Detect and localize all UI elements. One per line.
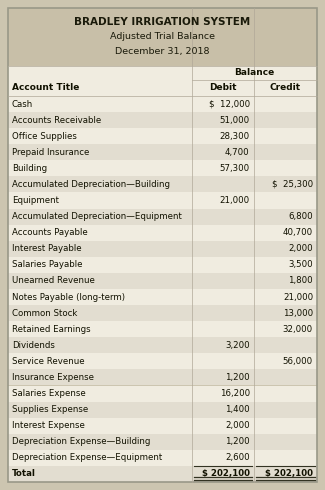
Bar (8, 176, 317, 193)
Text: Debit: Debit (209, 83, 237, 93)
Text: 57,300: 57,300 (219, 164, 250, 173)
Bar (8, 386, 317, 402)
Text: Accounts Payable: Accounts Payable (12, 228, 88, 237)
Text: 2,600: 2,600 (225, 453, 250, 463)
Text: BRADLEY IRRIGATION SYSTEM: BRADLEY IRRIGATION SYSTEM (74, 17, 251, 27)
Text: Accumulated Depreciation—Building: Accumulated Depreciation—Building (12, 180, 170, 189)
Bar (8, 80, 317, 96)
Bar (8, 369, 317, 386)
Text: Interest Payable: Interest Payable (12, 245, 82, 253)
Text: $ 202,100: $ 202,100 (202, 469, 250, 478)
Bar (8, 402, 317, 417)
Text: Building: Building (12, 164, 47, 173)
Text: 2,000: 2,000 (225, 421, 250, 430)
Text: Office Supplies: Office Supplies (12, 132, 77, 141)
Bar (8, 321, 317, 337)
Bar (8, 160, 317, 176)
Bar (8, 66, 317, 80)
Text: Accounts Receivable: Accounts Receivable (12, 116, 101, 124)
Bar (8, 128, 317, 144)
Text: Unearned Revenue: Unearned Revenue (12, 276, 95, 286)
Text: Balance: Balance (234, 69, 275, 77)
Bar (8, 193, 317, 209)
Bar (8, 434, 317, 450)
Text: 2,000: 2,000 (288, 245, 313, 253)
Text: 32,000: 32,000 (283, 325, 313, 334)
Bar (8, 96, 317, 112)
Bar (8, 112, 317, 128)
Text: 13,000: 13,000 (283, 309, 313, 318)
Text: 28,300: 28,300 (219, 132, 250, 141)
Text: 3,500: 3,500 (288, 260, 313, 270)
Text: December 31, 2018: December 31, 2018 (115, 47, 210, 56)
Text: 6,800: 6,800 (288, 212, 313, 221)
Text: 16,200: 16,200 (219, 389, 250, 398)
Text: Cash: Cash (12, 99, 33, 109)
Bar (8, 8, 317, 66)
Bar (8, 241, 317, 257)
Text: $  12,000: $ 12,000 (209, 99, 250, 109)
Text: Supplies Expense: Supplies Expense (12, 405, 88, 414)
Text: 51,000: 51,000 (219, 116, 250, 124)
Text: Service Revenue: Service Revenue (12, 357, 84, 366)
Text: Credit: Credit (270, 83, 301, 93)
Text: $ 202,100: $ 202,100 (265, 469, 313, 478)
Text: Insurance Expense: Insurance Expense (12, 373, 94, 382)
Text: Dividends: Dividends (12, 341, 55, 350)
Bar (8, 417, 317, 434)
Text: Salaries Payable: Salaries Payable (12, 260, 83, 270)
Text: 1,400: 1,400 (225, 405, 250, 414)
Bar (8, 353, 317, 369)
Text: Common Stock: Common Stock (12, 309, 77, 318)
Bar (8, 289, 317, 305)
Text: 1,800: 1,800 (288, 276, 313, 286)
Bar (8, 337, 317, 353)
Text: $  25,300: $ 25,300 (272, 180, 313, 189)
Text: 4,700: 4,700 (225, 148, 250, 157)
Text: Notes Payable (long-term): Notes Payable (long-term) (12, 293, 125, 301)
Text: Depreciation Expense—Building: Depreciation Expense—Building (12, 437, 150, 446)
Bar (8, 305, 317, 321)
Text: Total: Total (12, 469, 36, 478)
Text: Interest Expense: Interest Expense (12, 421, 85, 430)
Text: Salaries Expense: Salaries Expense (12, 389, 86, 398)
Text: Adjusted Trial Balance: Adjusted Trial Balance (110, 32, 215, 42)
Text: 21,000: 21,000 (219, 196, 250, 205)
Text: 3,200: 3,200 (225, 341, 250, 350)
Bar (8, 257, 317, 273)
Bar (8, 466, 317, 482)
Bar (8, 450, 317, 466)
Bar (8, 225, 317, 241)
Text: Accumulated Depreciation—Equipment: Accumulated Depreciation—Equipment (12, 212, 182, 221)
Text: Prepaid Insurance: Prepaid Insurance (12, 148, 89, 157)
Text: Equipment: Equipment (12, 196, 59, 205)
Bar (8, 273, 317, 289)
Text: Account Title: Account Title (12, 83, 79, 93)
Text: 21,000: 21,000 (283, 293, 313, 301)
Text: 56,000: 56,000 (283, 357, 313, 366)
Text: 1,200: 1,200 (225, 437, 250, 446)
Bar (8, 209, 317, 225)
Text: 1,200: 1,200 (225, 373, 250, 382)
Text: Depreciation Expense—Equipment: Depreciation Expense—Equipment (12, 453, 162, 463)
Text: 40,700: 40,700 (283, 228, 313, 237)
Bar (8, 144, 317, 160)
Text: Retained Earnings: Retained Earnings (12, 325, 91, 334)
